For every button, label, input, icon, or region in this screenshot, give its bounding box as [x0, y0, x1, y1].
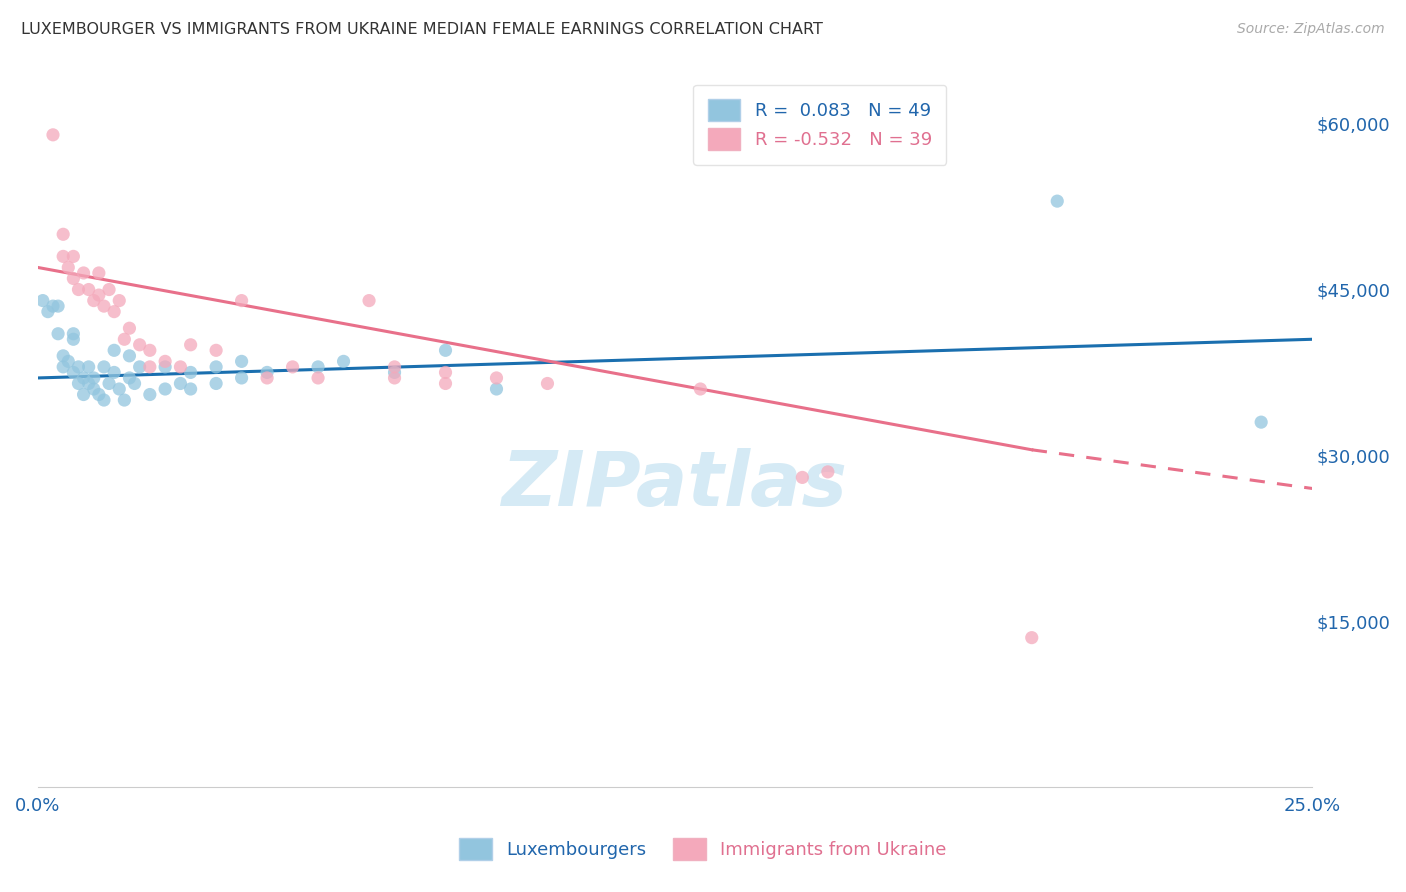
Point [384, 366, 406, 380]
Text: ZIPatlas: ZIPatlas [502, 448, 848, 522]
Point [112, 392, 135, 407]
Point [536, 376, 558, 391]
Legend: R =  0.083   N = 49, R = -0.532   N = 39: R = 0.083 N = 49, R = -0.532 N = 39 [693, 85, 946, 165]
Point [485, 371, 508, 385]
Point [67, 283, 90, 297]
Point [108, 382, 131, 396]
Point [332, 354, 354, 368]
Point [46, 299, 69, 313]
Point [72, 371, 94, 385]
Point [77, 359, 100, 374]
Point [98, 376, 121, 391]
Point [180, 366, 202, 380]
Point [384, 359, 406, 374]
Point [118, 349, 141, 363]
Point [62, 366, 84, 380]
Point [434, 376, 457, 391]
Point [256, 371, 278, 385]
Text: Source: ZipAtlas.com: Source: ZipAtlas.com [1237, 22, 1385, 37]
Point [42, 128, 65, 142]
Point [103, 304, 125, 318]
Point [103, 366, 125, 380]
Point [52, 359, 75, 374]
Point [128, 338, 150, 352]
Point [205, 343, 228, 358]
Point [83, 293, 105, 308]
Point [1250, 415, 1272, 429]
Point [31, 293, 53, 308]
Point [87, 288, 110, 302]
Point [169, 359, 191, 374]
Point [231, 371, 253, 385]
Point [231, 354, 253, 368]
Point [62, 326, 84, 341]
Point [58, 354, 80, 368]
Point [52, 349, 75, 363]
Point [103, 343, 125, 358]
Point [792, 470, 814, 484]
Point [231, 293, 253, 308]
Point [108, 293, 131, 308]
Point [58, 260, 80, 275]
Point [128, 359, 150, 374]
Point [434, 366, 457, 380]
Point [112, 332, 135, 346]
Point [485, 382, 508, 396]
Point [62, 249, 84, 263]
Point [139, 359, 162, 374]
Point [37, 304, 59, 318]
Point [93, 359, 115, 374]
Point [153, 359, 176, 374]
Point [180, 382, 202, 396]
Point [93, 392, 115, 407]
Point [62, 332, 84, 346]
Point [689, 382, 711, 396]
Point [205, 376, 228, 391]
Point [72, 266, 94, 280]
Point [256, 366, 278, 380]
Point [307, 359, 329, 374]
Point [87, 387, 110, 401]
Point [1046, 194, 1069, 208]
Point [153, 354, 176, 368]
Point [72, 387, 94, 401]
Point [52, 227, 75, 242]
Point [62, 271, 84, 285]
Point [384, 371, 406, 385]
Legend: Luxembourgers, Immigrants from Ukraine: Luxembourgers, Immigrants from Ukraine [444, 823, 962, 874]
Point [205, 359, 228, 374]
Point [118, 371, 141, 385]
Point [281, 359, 304, 374]
Point [180, 338, 202, 352]
Point [153, 382, 176, 396]
Point [434, 343, 457, 358]
Point [52, 249, 75, 263]
Point [139, 343, 162, 358]
Point [67, 376, 90, 391]
Point [46, 326, 69, 341]
Point [87, 266, 110, 280]
Point [1021, 631, 1043, 645]
Point [817, 465, 839, 479]
Point [67, 359, 90, 374]
Point [93, 299, 115, 313]
Point [139, 387, 162, 401]
Point [77, 376, 100, 391]
Point [357, 293, 380, 308]
Point [83, 371, 105, 385]
Point [118, 321, 141, 335]
Point [169, 376, 191, 391]
Point [307, 371, 329, 385]
Point [42, 299, 65, 313]
Point [77, 283, 100, 297]
Text: LUXEMBOURGER VS IMMIGRANTS FROM UKRAINE MEDIAN FEMALE EARNINGS CORRELATION CHART: LUXEMBOURGER VS IMMIGRANTS FROM UKRAINE … [21, 22, 823, 37]
Point [98, 283, 121, 297]
Point [124, 376, 146, 391]
Point [83, 382, 105, 396]
